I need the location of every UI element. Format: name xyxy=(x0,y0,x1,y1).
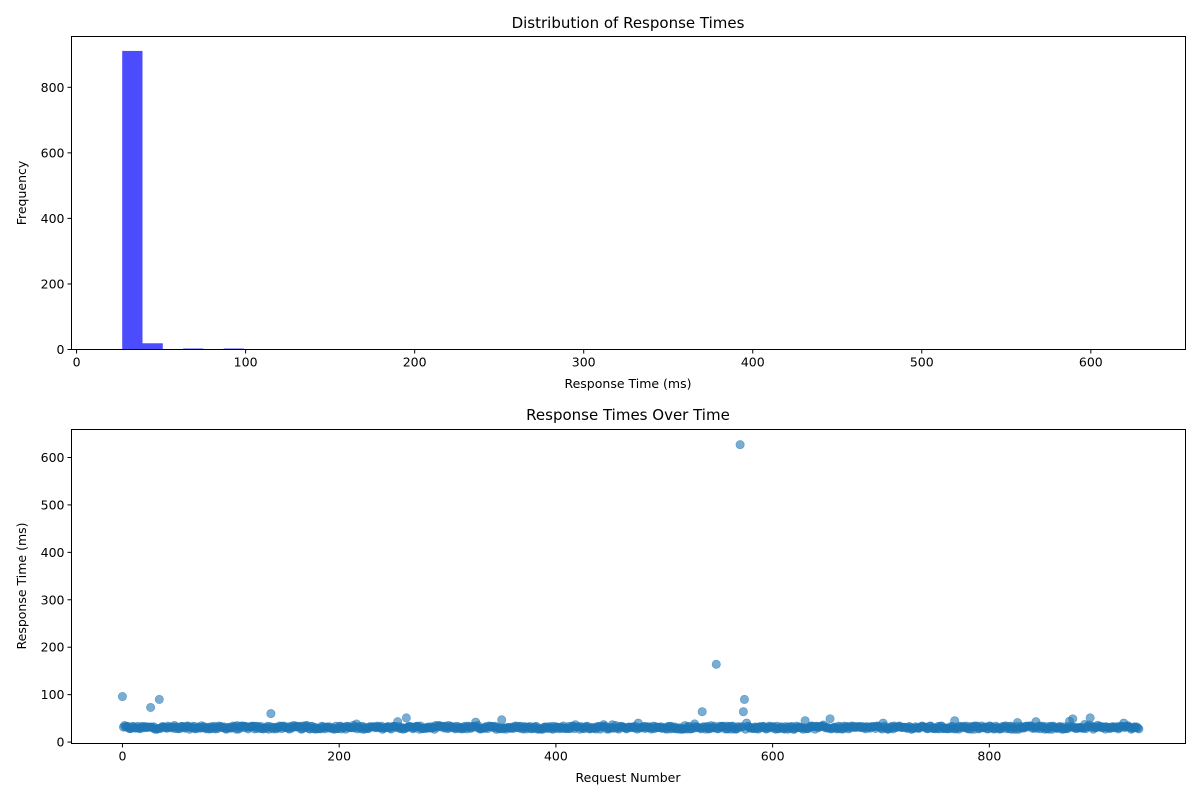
y-tick-label: 600 xyxy=(41,145,65,160)
scatter-panel: Response Times Over Time 0 200 400 600 800 0… xyxy=(14,406,1186,785)
scatter-point xyxy=(1134,724,1144,734)
y-tick-label: 300 xyxy=(41,592,65,607)
y-tick-label: 0 xyxy=(57,342,65,357)
scatter-point-outlier xyxy=(117,692,127,702)
x-tick-label: 300 xyxy=(572,355,596,370)
histogram-panel: Distribution of Response Times 0 100 200 30… xyxy=(14,14,1186,391)
y-tick-label: 400 xyxy=(41,211,65,226)
scatter-point-outlier xyxy=(800,716,810,726)
y-tick-label: 200 xyxy=(41,640,65,655)
x-tick-label: 200 xyxy=(403,355,427,370)
histogram-y-axis-label: Frequency xyxy=(14,160,29,225)
scatter-point-outlier xyxy=(146,702,156,712)
y-tick-label: 400 xyxy=(41,545,65,560)
histogram-x-axis-label: Response Time (ms) xyxy=(564,376,691,391)
scatter-point-outlier xyxy=(1068,714,1078,724)
x-tick-label: 800 xyxy=(977,749,1001,764)
scatter-y-axis-label: Response Time (ms) xyxy=(14,522,29,649)
x-tick-label: 0 xyxy=(118,749,126,764)
scatter-point-outlier xyxy=(401,713,411,723)
scatter-x-ticks: 0 200 400 600 800 xyxy=(118,743,1001,764)
histogram-title: Distribution of Response Times xyxy=(512,14,745,32)
histogram-y-ticks: 0 200 400 600 800 xyxy=(41,80,72,357)
scatter-point-outlier xyxy=(633,718,643,728)
x-tick-label: 0 xyxy=(73,355,81,370)
scatter-point-outlier xyxy=(742,718,752,728)
scatter-point-outlier xyxy=(497,715,507,725)
histogram-x-ticks: 0 100 200 300 400 500 600 xyxy=(73,349,1103,370)
scatter-point-outlier xyxy=(950,716,960,726)
y-tick-label: 600 xyxy=(41,450,65,465)
scatter-point-outlier xyxy=(1031,717,1041,727)
scatter-frame xyxy=(71,429,1186,744)
scatter-point-outlier xyxy=(471,717,481,727)
y-tick-label: 100 xyxy=(41,687,65,702)
scatter-points xyxy=(117,440,1144,734)
scatter-point-outlier xyxy=(711,659,721,669)
x-tick-label: 200 xyxy=(327,749,351,764)
scatter-point-outlier xyxy=(1085,713,1095,723)
scatter-x-axis-label: Request Number xyxy=(576,770,682,785)
scatter-point-outlier xyxy=(825,714,835,724)
scatter-point-outlier xyxy=(1119,718,1129,728)
x-tick-label: 500 xyxy=(910,355,934,370)
x-tick-label: 600 xyxy=(761,749,785,764)
scatter-point-outlier xyxy=(393,717,403,727)
histogram-frame xyxy=(71,36,1186,350)
scatter-point-outlier xyxy=(735,440,745,450)
x-tick-label: 100 xyxy=(234,355,258,370)
x-tick-label: 400 xyxy=(741,355,765,370)
scatter-point-outlier xyxy=(738,707,748,717)
histogram-bar xyxy=(142,343,163,350)
scatter-point-outlier xyxy=(154,694,164,704)
scatter-title: Response Times Over Time xyxy=(526,406,730,424)
y-tick-label: 0 xyxy=(57,735,65,750)
x-tick-label: 600 xyxy=(1079,355,1103,370)
y-tick-label: 500 xyxy=(41,497,65,512)
histogram-bar xyxy=(122,50,143,350)
scatter-point-outlier xyxy=(739,694,749,704)
scatter-point-outlier xyxy=(878,718,888,728)
x-tick-label: 400 xyxy=(544,749,568,764)
y-tick-label: 200 xyxy=(41,276,65,291)
y-tick-label: 800 xyxy=(41,80,65,95)
scatter-point-outlier xyxy=(266,709,276,719)
scatter-y-ticks: 0 100 200 300 400 500 600 xyxy=(41,450,72,750)
histogram-bars xyxy=(122,50,1147,350)
scatter-point-outlier xyxy=(1013,718,1023,728)
scatter-point-outlier xyxy=(697,707,707,717)
